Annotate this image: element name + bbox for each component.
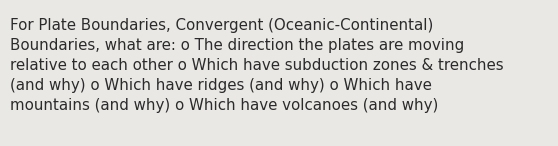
Text: For Plate Boundaries, Convergent (Oceanic-Continental)
Boundaries, what are: o T: For Plate Boundaries, Convergent (Oceani…	[10, 18, 504, 113]
